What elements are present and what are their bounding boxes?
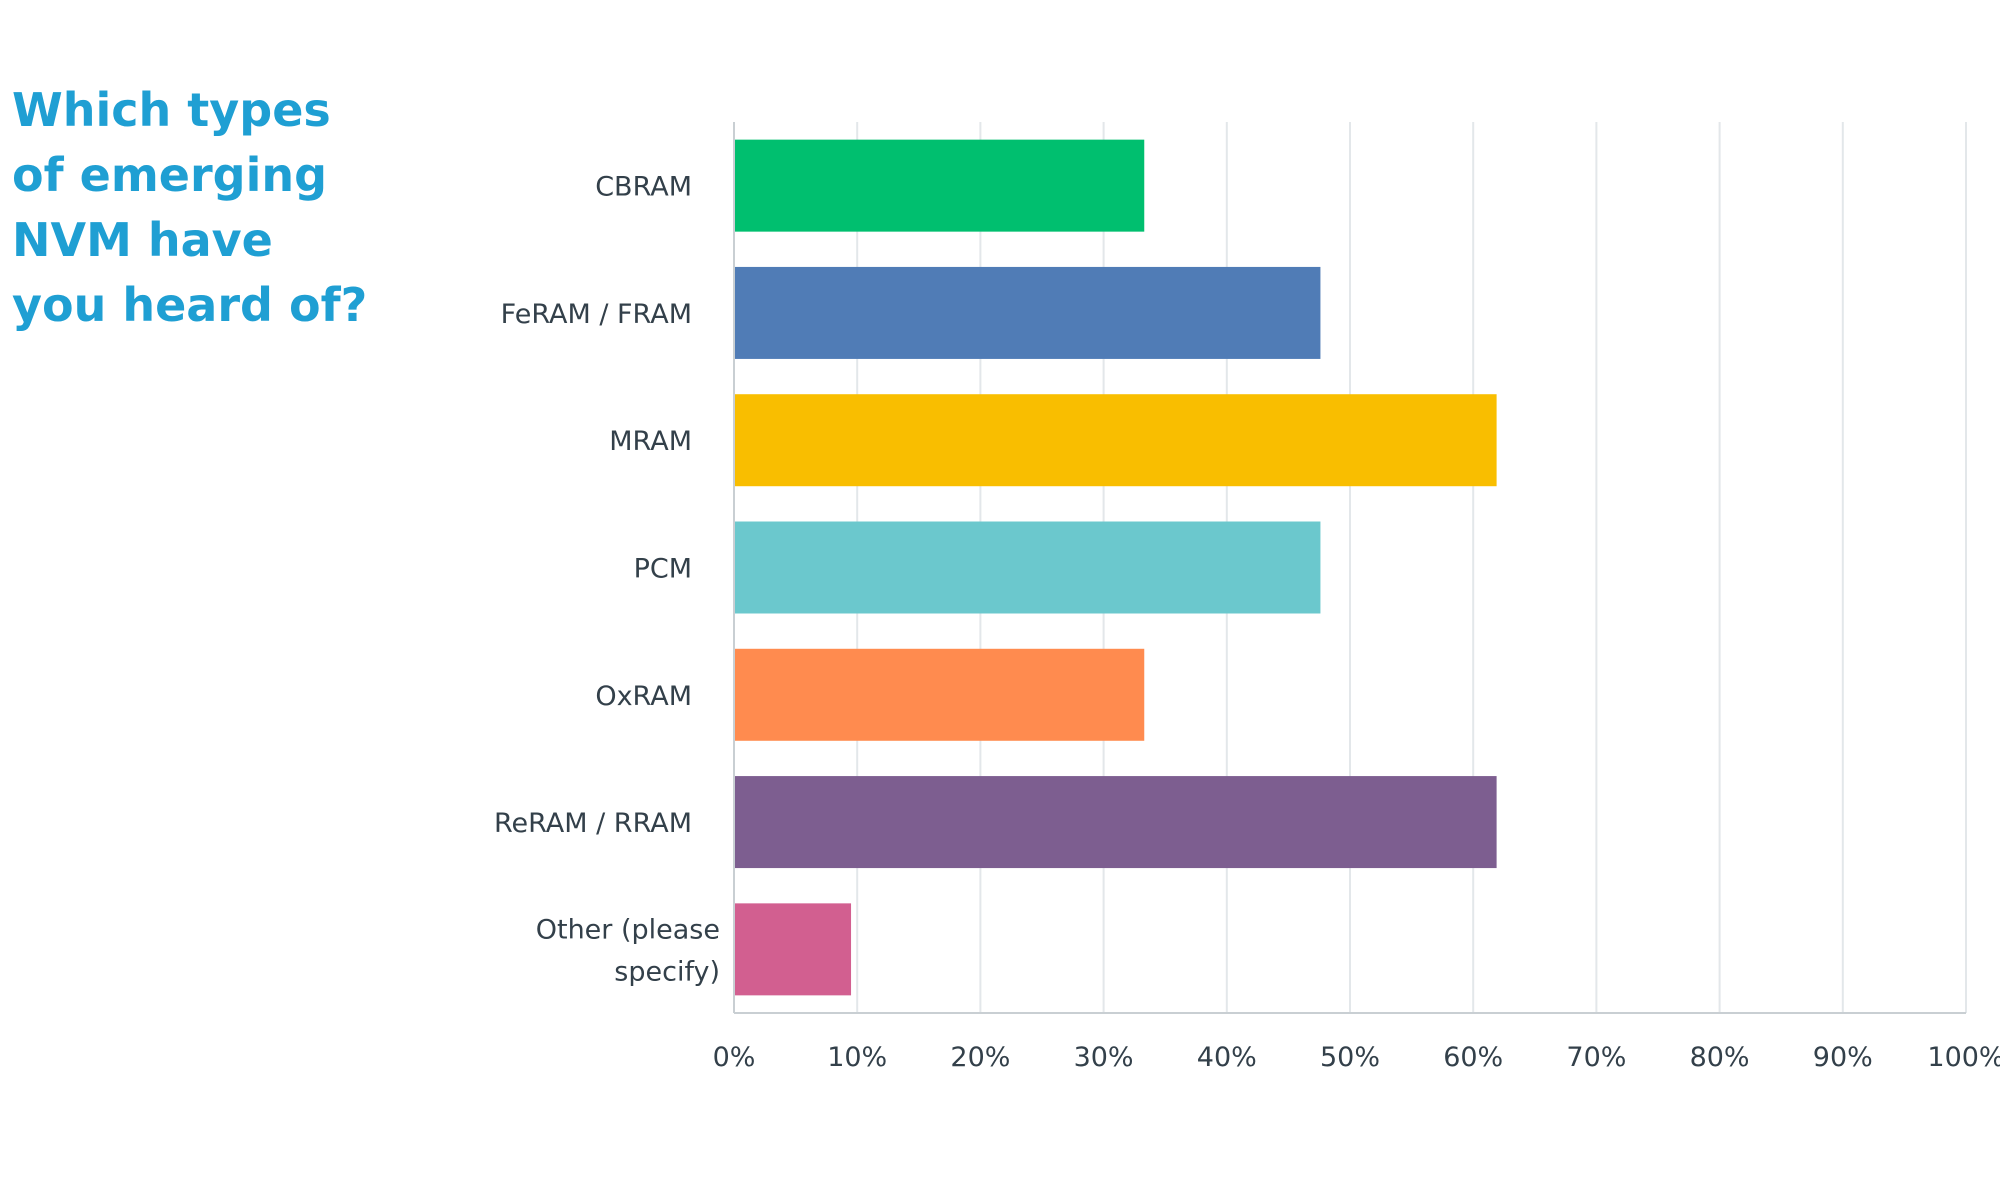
bar (734, 776, 1497, 869)
x-tick-labels: 0% 10% 20% 30% 40% 50% 60% 70% 80% 90% 100% (713, 1042, 2000, 1073)
category-label: PCM (634, 554, 692, 585)
category-label: CBRAM (595, 172, 692, 203)
question-line: Which types (12, 83, 331, 137)
x-tick-label: 10% (827, 1042, 887, 1073)
axes (733, 122, 1966, 1014)
x-tick-label: 40% (1197, 1042, 1257, 1073)
bar (734, 648, 1145, 741)
category-label: MRAM (609, 426, 692, 457)
x-tick-label: 70% (1566, 1042, 1626, 1073)
x-tick-label: 50% (1320, 1042, 1380, 1073)
category-label: Other (please (536, 914, 720, 945)
category-label: FeRAM / FRAM (501, 299, 692, 330)
x-tick-label: 60% (1443, 1042, 1503, 1073)
x-tick-label: 80% (1690, 1042, 1750, 1073)
x-tick-label: 0% (713, 1042, 756, 1073)
x-tick-label: 30% (1074, 1042, 1134, 1073)
question-line: you heard of? (12, 278, 368, 332)
x-tick-label: 100% (1927, 1042, 2000, 1073)
bar (734, 266, 1321, 359)
category-label: specify) (614, 956, 720, 987)
question-line: NVM have (12, 213, 273, 267)
bar (734, 139, 1145, 232)
bar (734, 521, 1321, 614)
category-labels: CBRAM FeRAM / FRAM MRAM PCM OxRAM ReRAM / RRA… (494, 172, 720, 988)
category-label: ReRAM / RRAM (494, 808, 692, 839)
question-line: of emerging (12, 148, 328, 202)
x-tick-label: 90% (1813, 1042, 1873, 1073)
category-label: OxRAM (595, 681, 692, 712)
bars (734, 139, 1497, 996)
x-tick-label: 20% (950, 1042, 1010, 1073)
chart-question-title: Which types of emerging NVM have you hea… (12, 78, 412, 338)
bar (734, 903, 852, 996)
bar (734, 394, 1497, 487)
